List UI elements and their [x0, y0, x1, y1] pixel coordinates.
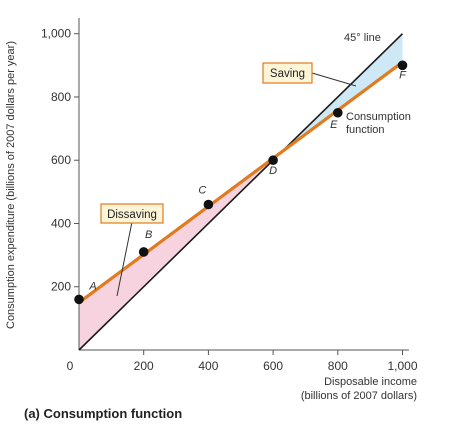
consumption-function-line [77, 60, 405, 305]
point-label-d: D [269, 165, 277, 177]
y-tick-label: 200 [51, 280, 71, 294]
x-axis-title-line2: (billions of 2007 dollars) [301, 390, 417, 402]
saving-box [262, 62, 313, 84]
y-axis-title: Consumption expenditure (billions of 200… [5, 41, 17, 329]
point-f [397, 60, 408, 71]
x-tick-label: 600 [263, 359, 283, 373]
dissaving-label: Dissaving [107, 209, 157, 221]
point-label-a: A [88, 280, 96, 292]
point-label-f: F [399, 69, 407, 81]
dissaving-box [100, 203, 164, 224]
consumption-label-line1: Consumption [346, 111, 411, 123]
x-tick-label: 1,000 [387, 359, 417, 373]
x-tick-label: 800 [328, 359, 348, 373]
x-tick-label: 200 [134, 359, 154, 373]
point-c [203, 199, 214, 210]
y-tick-label: 400 [51, 216, 71, 230]
y-tick-label: 600 [51, 153, 71, 167]
point-label-b: B [145, 229, 152, 241]
y-tick-label: 1,000 [41, 27, 71, 41]
point-d [268, 155, 278, 166]
saving-leader [311, 72, 357, 87]
point-e [333, 107, 343, 118]
line45-label: 45° line [344, 32, 381, 44]
saving-label: Saving [270, 68, 305, 80]
consumption-label-line2: function [346, 124, 385, 136]
point-label-e: E [330, 119, 338, 131]
point-a [74, 294, 84, 305]
chart-caption: (a) Consumption function [24, 406, 182, 421]
y-tick-label: 800 [51, 90, 71, 104]
x-tick-label: 0 [67, 359, 74, 373]
point-b [138, 247, 149, 257]
dissaving-leader [116, 221, 133, 297]
x-tick-label: 400 [198, 359, 218, 373]
forty-five-degree-line [78, 33, 404, 351]
x-axis-title-line1: Disposable income [324, 376, 417, 388]
point-label-c: C [198, 185, 206, 197]
